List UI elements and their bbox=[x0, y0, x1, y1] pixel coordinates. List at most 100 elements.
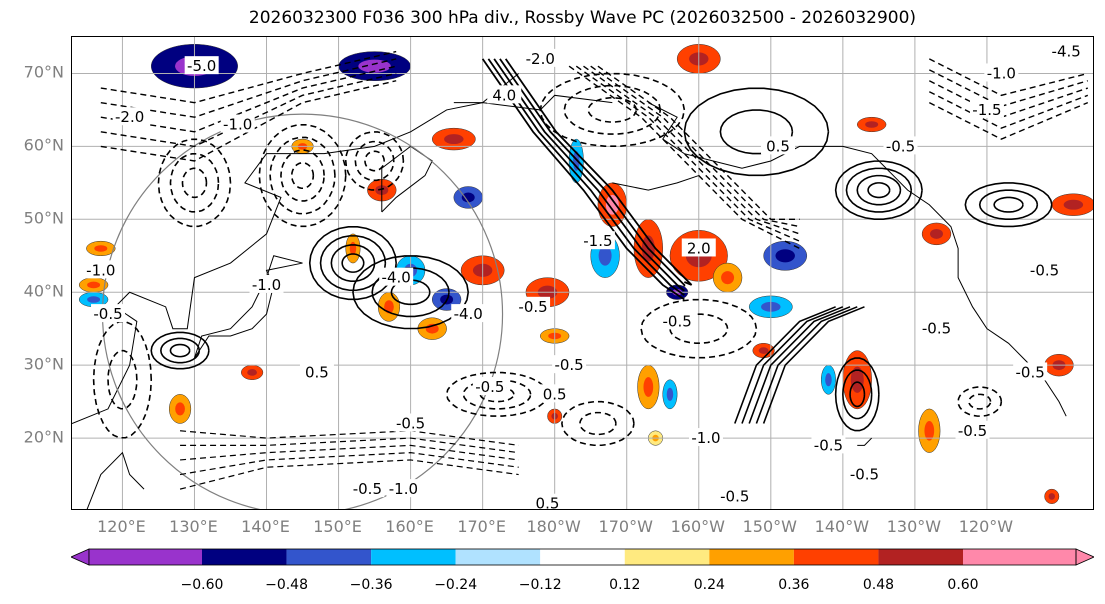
negative-contour bbox=[157, 138, 232, 228]
japan-coast bbox=[193, 255, 303, 359]
contour-label: -1.5 bbox=[583, 232, 612, 250]
contour-label: -1.0 bbox=[223, 116, 252, 134]
contour-label: 4.0 bbox=[492, 86, 516, 104]
contour-label: -4.0 bbox=[382, 269, 411, 287]
latitude-label: 70°N bbox=[23, 62, 64, 82]
shaded-region-core bbox=[444, 134, 464, 145]
longitude-label: 180°W bbox=[526, 517, 581, 536]
positive-contour bbox=[845, 167, 913, 213]
colorbar-segment bbox=[878, 549, 963, 565]
positive-contour bbox=[169, 343, 191, 358]
contour-label: -0.5 bbox=[663, 312, 692, 330]
longitude-label: 130°W bbox=[886, 517, 942, 536]
contour-label: 0.5 bbox=[536, 495, 560, 510]
colorbar-tick-label: −0.60 bbox=[180, 577, 224, 593]
negative-contour bbox=[180, 444, 519, 461]
shaded-region-core bbox=[643, 377, 654, 397]
positive-contour bbox=[741, 306, 844, 424]
negative-contour bbox=[928, 58, 1088, 97]
contour-label: -4.5 bbox=[1052, 43, 1081, 61]
contour-labels: -2.0 -5.0 -1.0 -1.0 -0.5 -4.0 -4.0 -0.5 -0.5 -0.5… bbox=[83, 41, 1084, 510]
latitude-label: 60°N bbox=[23, 135, 64, 155]
negative-contour bbox=[354, 140, 395, 182]
negative-contour bbox=[179, 452, 519, 476]
negative-contour bbox=[179, 459, 519, 490]
shaded-region-core bbox=[87, 296, 101, 303]
latitude-label: 50°N bbox=[23, 208, 64, 228]
shaded-region-core bbox=[930, 228, 943, 239]
longitude-label: 130°E bbox=[169, 517, 218, 536]
positive-contour bbox=[683, 87, 830, 177]
contour-label-bg bbox=[451, 304, 486, 323]
contour-label-bg bbox=[919, 318, 954, 337]
contour-label-bg bbox=[681, 238, 716, 257]
colorbar-tick-label: 0.12 bbox=[609, 577, 641, 593]
shaded-region-core bbox=[598, 245, 612, 266]
colorbar-tick-label: 0.24 bbox=[693, 577, 725, 593]
contour-label: -0.5 bbox=[922, 320, 951, 338]
contour-label: -0.5 bbox=[353, 480, 382, 498]
contour-label: -1.0 bbox=[389, 480, 418, 498]
contour-label-bg bbox=[393, 413, 428, 432]
negative-contour bbox=[561, 400, 635, 447]
contour-label: -0.5 bbox=[396, 414, 425, 432]
asia-coast bbox=[72, 94, 613, 424]
positive-contour bbox=[481, 58, 685, 301]
contour-label: -1.0 bbox=[252, 276, 281, 294]
colorbar-tick-label: −0.12 bbox=[518, 577, 562, 593]
negative-contour bbox=[568, 65, 800, 250]
shaded-region-core bbox=[605, 194, 619, 215]
positive-contour bbox=[499, 58, 686, 287]
positive-contour bbox=[856, 174, 902, 206]
contour-label-bg bbox=[688, 428, 723, 447]
colorbar-segment bbox=[963, 549, 1076, 565]
negative-contour bbox=[92, 320, 153, 439]
contour-label: 2.0 bbox=[687, 239, 711, 257]
positive-contour bbox=[352, 255, 470, 330]
contour-label-bg bbox=[249, 274, 284, 293]
positive-contour bbox=[734, 306, 836, 424]
shaded-region-core bbox=[758, 347, 769, 354]
contour-label: -0.5 bbox=[814, 436, 843, 454]
contour-label: 0.5 bbox=[305, 363, 329, 381]
positive-contour bbox=[371, 267, 450, 318]
negative-contour bbox=[957, 386, 1003, 417]
latitude-label: 30°N bbox=[23, 354, 64, 374]
contour-label: -2.0 bbox=[115, 108, 144, 126]
positive-contour bbox=[978, 189, 1039, 221]
longitude-label: 170°E bbox=[457, 517, 506, 536]
colorbar-tick-label: 0.48 bbox=[862, 577, 895, 593]
contour-label-bg bbox=[537, 384, 572, 403]
negative-contour bbox=[583, 65, 800, 235]
negative-contour bbox=[928, 80, 1089, 118]
colorbar-frame bbox=[88, 548, 1077, 566]
positive-contour bbox=[762, 306, 865, 424]
contour-label-bg bbox=[717, 486, 752, 505]
positive-contour bbox=[755, 306, 858, 424]
contour-label-bg bbox=[955, 420, 990, 439]
positive-contour bbox=[964, 182, 1053, 228]
contour-label-bg bbox=[516, 296, 551, 315]
colorbar-segment bbox=[202, 549, 287, 565]
contour-label: -0.5 bbox=[554, 356, 583, 374]
contour-label-bg bbox=[220, 114, 255, 133]
negative-contour bbox=[181, 167, 208, 199]
positive-contour bbox=[308, 226, 397, 301]
contour-label-bg bbox=[83, 260, 118, 279]
positive-contour bbox=[867, 182, 891, 199]
longitude-label: 150°E bbox=[313, 517, 362, 536]
longitude-label: 170°W bbox=[598, 517, 653, 536]
contour-label: -2.0 bbox=[526, 50, 555, 68]
hawaii-coast bbox=[857, 437, 873, 446]
contour-label-bg bbox=[883, 136, 918, 155]
contour-label-bg bbox=[984, 63, 1019, 82]
contour-label-bg bbox=[847, 464, 882, 483]
colorbar-segment bbox=[793, 549, 879, 565]
latitude-label: 20°N bbox=[23, 427, 64, 447]
negative-contour bbox=[100, 58, 397, 118]
contour-label: -5.0 bbox=[187, 57, 216, 75]
negative-contour bbox=[640, 298, 758, 359]
positive-contour bbox=[150, 331, 210, 370]
shaded-region-core bbox=[825, 373, 832, 387]
negative-contour bbox=[344, 131, 405, 191]
